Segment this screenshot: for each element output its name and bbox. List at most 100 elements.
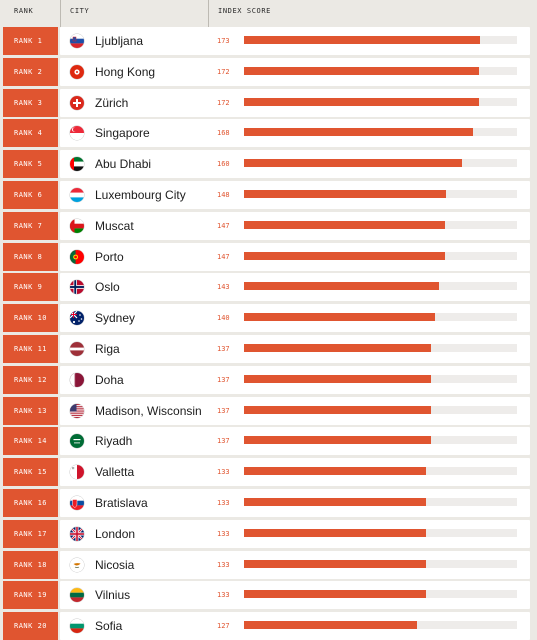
table-row: RANK 8 Porto 147 bbox=[0, 242, 537, 271]
slovakia-flag-icon bbox=[70, 496, 84, 510]
malta-flag-icon bbox=[70, 465, 84, 480]
rank-label: RANK 12 bbox=[3, 365, 58, 394]
city-name: Zürich bbox=[95, 95, 129, 110]
score-bar-track bbox=[244, 467, 517, 476]
city-name: Muscat bbox=[95, 218, 134, 233]
switzerland-flag-icon bbox=[70, 95, 84, 110]
city-column-header: CITY bbox=[70, 7, 90, 15]
table-row: RANK 4 Singapore 168 bbox=[0, 119, 537, 148]
score-value: 173 bbox=[217, 37, 230, 45]
luxembourg-flag-icon bbox=[70, 188, 84, 202]
score-bar-track bbox=[244, 159, 517, 168]
score-bar bbox=[244, 559, 426, 568]
score-value: 172 bbox=[217, 98, 230, 107]
city-name: Porto bbox=[95, 249, 124, 264]
rank-label: RANK 11 bbox=[3, 335, 58, 363]
row-card: Oslo 143 bbox=[60, 273, 530, 302]
row-card: Zürich 172 bbox=[60, 88, 530, 117]
score-value: 137 bbox=[217, 375, 230, 384]
score-bar bbox=[244, 159, 463, 168]
score-bar-track bbox=[244, 282, 517, 291]
row-card: Ljubljana 173 bbox=[60, 27, 530, 55]
score-value: 133 bbox=[217, 499, 230, 507]
score-bar bbox=[244, 621, 418, 630]
rank-label: RANK 10 bbox=[3, 304, 58, 333]
rank-label: RANK 16 bbox=[3, 489, 58, 517]
city-name: Ljubljana bbox=[95, 34, 144, 48]
slovenia-flag-icon bbox=[70, 34, 84, 48]
city-name: Riyadh bbox=[95, 434, 133, 449]
rank-label: RANK 3 bbox=[3, 88, 58, 117]
city-name: Valletta bbox=[95, 465, 135, 480]
table-row: RANK 2 Hong Kong 172 bbox=[0, 57, 537, 86]
score-bar-track bbox=[244, 528, 517, 537]
score-value: 160 bbox=[217, 160, 230, 169]
row-card: London 133 bbox=[60, 519, 530, 548]
rank-label: RANK 15 bbox=[3, 458, 58, 487]
score-bar-track bbox=[244, 374, 517, 383]
score-bar-track bbox=[244, 436, 517, 445]
score-bar-track bbox=[244, 190, 517, 198]
table-row: RANK 17 London 133 bbox=[0, 519, 537, 548]
row-card: Porto 147 bbox=[60, 242, 530, 271]
table-row: RANK 5 Abu Dhabi 160 bbox=[0, 150, 537, 179]
table-row: RANK 7 Muscat 147 bbox=[0, 211, 537, 240]
city-name: Sofia bbox=[95, 619, 123, 634]
hong-kong-flag-icon bbox=[70, 64, 84, 79]
qatar-flag-icon bbox=[70, 372, 84, 387]
score-bar bbox=[244, 220, 445, 229]
row-card: Vilnius 133 bbox=[60, 581, 530, 610]
score-bar bbox=[244, 282, 440, 291]
row-card: Sydney 140 bbox=[60, 304, 530, 333]
score-bar-track bbox=[244, 621, 517, 630]
score-bar bbox=[244, 190, 446, 198]
city-name: Madison, Wisconsin bbox=[95, 403, 202, 418]
column-divider bbox=[60, 0, 61, 27]
row-card: Doha 137 bbox=[60, 365, 530, 394]
rank-label: RANK 19 bbox=[3, 581, 58, 610]
row-card: Nicosia 133 bbox=[60, 550, 530, 579]
rank-label: RANK 7 bbox=[3, 211, 58, 240]
table-row: RANK 10 Sydney 140 bbox=[0, 304, 537, 333]
score-bar-track bbox=[244, 405, 517, 414]
cyprus-flag-icon bbox=[70, 557, 84, 572]
row-card: Valletta 133 bbox=[60, 458, 530, 487]
score-value: 148 bbox=[217, 191, 230, 199]
score-bar-track bbox=[244, 590, 517, 599]
score-value: 137 bbox=[217, 406, 230, 415]
column-divider bbox=[208, 0, 209, 27]
city-name: Riga bbox=[95, 342, 120, 356]
table-row: RANK 12 Doha 137 bbox=[0, 365, 537, 394]
rank-label: RANK 2 bbox=[3, 57, 58, 86]
score-value: 137 bbox=[217, 345, 230, 353]
score-bar bbox=[244, 467, 426, 476]
score-bar bbox=[244, 97, 479, 106]
score-bar-track bbox=[244, 66, 517, 75]
rank-label: RANK 13 bbox=[3, 396, 58, 425]
city-name: Nicosia bbox=[95, 557, 135, 572]
table-row: RANK 1 Ljubljana 173 bbox=[0, 27, 537, 55]
row-card: Riyadh 137 bbox=[60, 427, 530, 456]
norway-flag-icon bbox=[70, 280, 84, 295]
index-score-column-header: INDEX SCORE bbox=[218, 7, 271, 15]
score-bar-track bbox=[244, 498, 517, 506]
table-row: RANK 11 Riga 137 bbox=[0, 335, 537, 363]
row-card: Abu Dhabi 160 bbox=[60, 150, 530, 179]
uk-flag-icon bbox=[70, 526, 84, 541]
table-row: RANK 18 Nicosia 133 bbox=[0, 550, 537, 579]
score-value: 133 bbox=[217, 591, 230, 600]
row-card: Luxembourg City 148 bbox=[60, 181, 530, 209]
score-value: 127 bbox=[217, 622, 230, 631]
score-bar bbox=[244, 313, 436, 322]
score-value: 133 bbox=[217, 529, 230, 538]
rank-label: RANK 6 bbox=[3, 181, 58, 209]
australia-flag-icon bbox=[70, 311, 84, 326]
rank-label: RANK 4 bbox=[3, 119, 58, 148]
uae-flag-icon bbox=[70, 157, 84, 172]
score-bar bbox=[244, 344, 431, 352]
score-bar bbox=[244, 251, 445, 260]
table-row: RANK 3 Zürich 172 bbox=[0, 88, 537, 117]
score-bar bbox=[244, 528, 426, 537]
score-bar-track bbox=[244, 313, 517, 322]
